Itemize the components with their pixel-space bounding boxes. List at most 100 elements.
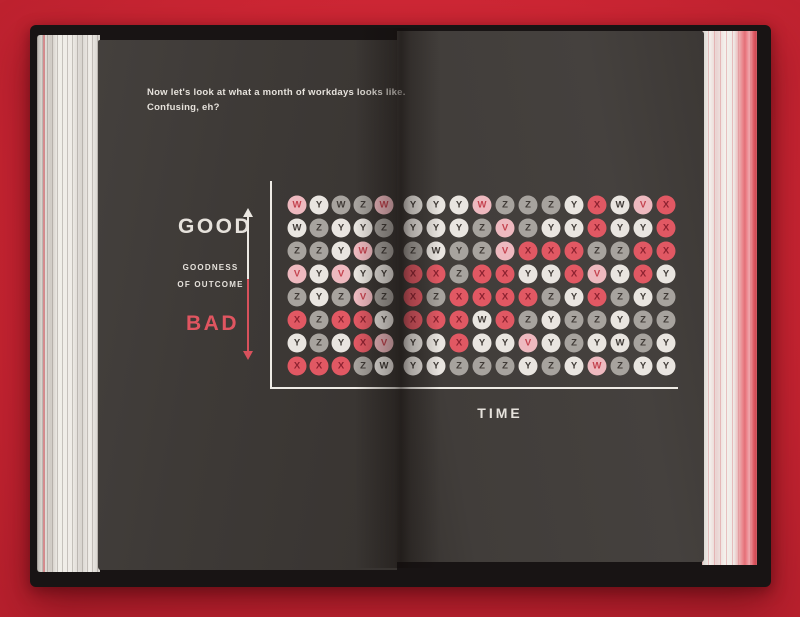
data-point: Y (541, 218, 561, 238)
data-point: Y (403, 356, 423, 376)
data-point: Y (403, 195, 423, 215)
data-point: Y (426, 356, 446, 376)
y-axis-title-line-2: OF OUTCOME (177, 280, 244, 289)
data-point: Z (518, 195, 538, 215)
data-point: Z (541, 195, 561, 215)
data-point: W (610, 195, 630, 215)
y-axis-line (270, 181, 272, 389)
y-axis-title-line-1: GOODNESS (182, 263, 239, 272)
data-point: X (403, 264, 423, 284)
data-point: Z (564, 333, 584, 353)
data-point: V (518, 333, 538, 353)
data-point: Y (426, 195, 446, 215)
intro-line-2: Confusing, eh? (147, 102, 220, 113)
data-point: Z (518, 310, 538, 330)
data-point: Y (287, 333, 307, 353)
data-point: Z (472, 218, 492, 238)
data-point: X (353, 310, 373, 330)
data-point: X (309, 356, 329, 376)
data-point: Z (353, 195, 373, 215)
good-label: GOOD (178, 215, 253, 238)
data-point: Y (518, 356, 538, 376)
data-point: X (449, 310, 469, 330)
data-point: X (353, 333, 373, 353)
bad-label: BAD (186, 312, 239, 335)
data-point: Z (287, 287, 307, 307)
data-point: Y (633, 218, 653, 238)
data-point: X (331, 356, 351, 376)
data-point: Z (587, 241, 607, 261)
data-point: Y (564, 218, 584, 238)
data-point: Z (633, 333, 653, 353)
data-point: Y (449, 241, 469, 261)
data-point: X (564, 264, 584, 284)
data-point: X (656, 195, 676, 215)
data-point: Z (426, 287, 446, 307)
data-point: V (495, 218, 515, 238)
data-point: Z (449, 264, 469, 284)
data-point: Y (426, 218, 446, 238)
data-point: Y (633, 287, 653, 307)
data-point: Y (403, 333, 423, 353)
data-point: W (374, 195, 394, 215)
intro-text: Now let's look at what a month of workda… (147, 85, 406, 115)
data-point: Y (331, 333, 351, 353)
data-point: Y (633, 356, 653, 376)
data-point: Z (610, 241, 630, 261)
data-point: X (587, 195, 607, 215)
x-axis-line (270, 387, 678, 389)
intro-line-1: Now let's look at what a month of workda… (147, 87, 406, 98)
data-point: Y (656, 333, 676, 353)
data-point: X (656, 218, 676, 238)
data-point: Y (403, 218, 423, 238)
data-point: V (374, 333, 394, 353)
data-point: W (610, 333, 630, 353)
data-point: X (403, 310, 423, 330)
data-point: Z (309, 241, 329, 261)
good-bad-arrow-icon (243, 208, 253, 360)
x-axis-title: TIME (477, 405, 523, 421)
data-point: W (287, 218, 307, 238)
data-point: Z (541, 356, 561, 376)
data-point: X (587, 287, 607, 307)
data-point: W (426, 241, 446, 261)
data-point: Y (656, 356, 676, 376)
data-point: Y (426, 333, 446, 353)
data-point: Y (518, 264, 538, 284)
data-point: Y (309, 195, 329, 215)
data-point: X (331, 310, 351, 330)
data-point: X (403, 287, 423, 307)
data-point: Z (495, 195, 515, 215)
data-point: X (633, 264, 653, 284)
data-point: X (518, 241, 538, 261)
data-point: X (541, 241, 561, 261)
data-point: Z (331, 287, 351, 307)
data-point: X (495, 264, 515, 284)
data-point: Z (472, 241, 492, 261)
data-point: Y (610, 310, 630, 330)
data-point: X (426, 264, 446, 284)
data-point: Y (449, 218, 469, 238)
y-axis-title: GOODNESS OF OUTCOME (148, 259, 273, 293)
data-point: Z (587, 310, 607, 330)
data-point: W (472, 195, 492, 215)
data-point: Z (472, 356, 492, 376)
data-point: X (495, 287, 515, 307)
data-point: Y (564, 195, 584, 215)
data-point: Z (403, 241, 423, 261)
data-point: Y (309, 264, 329, 284)
data-point: Y (331, 241, 351, 261)
data-point: V (587, 264, 607, 284)
data-point: Z (633, 310, 653, 330)
data-point: W (374, 356, 394, 376)
data-point: Y (309, 287, 329, 307)
data-point: Y (495, 333, 515, 353)
data-point: W (472, 310, 492, 330)
data-point: Y (331, 218, 351, 238)
data-point: Z (309, 310, 329, 330)
data-point: Z (309, 218, 329, 238)
data-point: Z (287, 241, 307, 261)
data-point: X (287, 310, 307, 330)
data-point: Y (374, 310, 394, 330)
data-point: Z (309, 333, 329, 353)
